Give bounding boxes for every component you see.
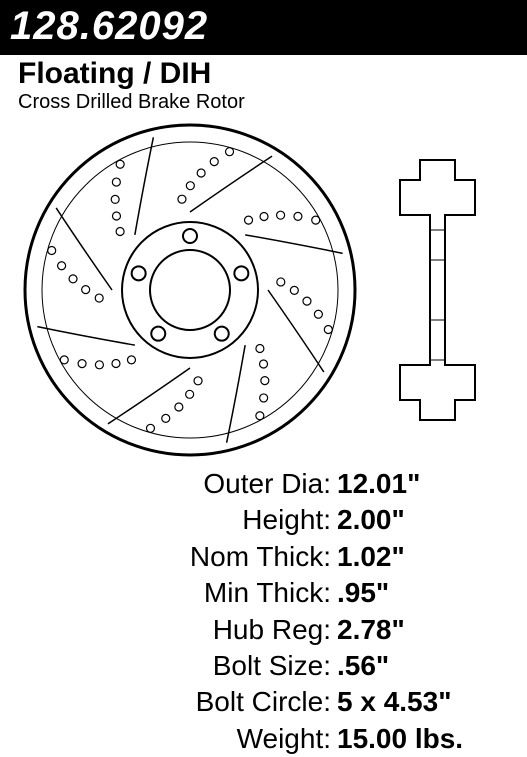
spec-value: .95": [337, 575, 497, 611]
spec-value: .56": [337, 648, 497, 684]
spec-label: Height:: [242, 502, 337, 538]
spec-value: 12.01": [337, 466, 497, 502]
spec-label: Min Thick:: [204, 575, 337, 611]
spec-table: Outer Dia:12.01"Height:2.00"Nom Thick:1.…: [0, 460, 527, 757]
rotor-svg: [0, 120, 527, 460]
spec-row: Bolt Circle:5 x 4.53": [0, 684, 497, 720]
spec-row: Nom Thick:1.02": [0, 539, 497, 575]
spec-row: Outer Dia:12.01": [0, 466, 497, 502]
product-description: Cross Drilled Brake Rotor: [0, 91, 527, 120]
spec-row: Bolt Size:.56": [0, 648, 497, 684]
spec-value: 1.02": [337, 539, 497, 575]
spec-label: Outer Dia:: [203, 466, 337, 502]
spec-value: 2.00": [337, 502, 497, 538]
spec-value: 2.78": [337, 612, 497, 648]
spec-row: Min Thick:.95": [0, 575, 497, 611]
spec-row: Height:2.00": [0, 502, 497, 538]
part-number-header: 128.62092: [0, 0, 527, 55]
spec-label: Hub Reg:: [213, 612, 337, 648]
product-subtitle: Floating / DIH: [0, 55, 527, 91]
rotor-diagram: [0, 120, 527, 460]
spec-label: Bolt Circle:: [196, 684, 337, 720]
spec-value: 5 x 4.53": [337, 684, 497, 720]
spec-label: Nom Thick:: [190, 539, 337, 575]
spec-label: Bolt Size:: [213, 648, 337, 684]
spec-row: Hub Reg:2.78": [0, 612, 497, 648]
